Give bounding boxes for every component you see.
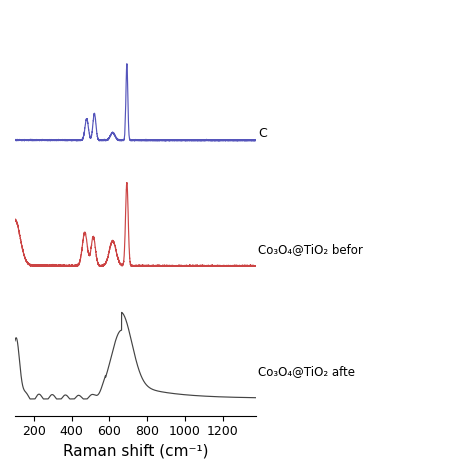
Text: C: C xyxy=(258,127,267,140)
Text: Co₃O₄@TiO₂ befor: Co₃O₄@TiO₂ befor xyxy=(258,243,363,256)
Text: Co₃O₄@TiO₂ afte: Co₃O₄@TiO₂ afte xyxy=(258,365,356,378)
X-axis label: Raman shift (cm⁻¹): Raman shift (cm⁻¹) xyxy=(63,444,209,459)
